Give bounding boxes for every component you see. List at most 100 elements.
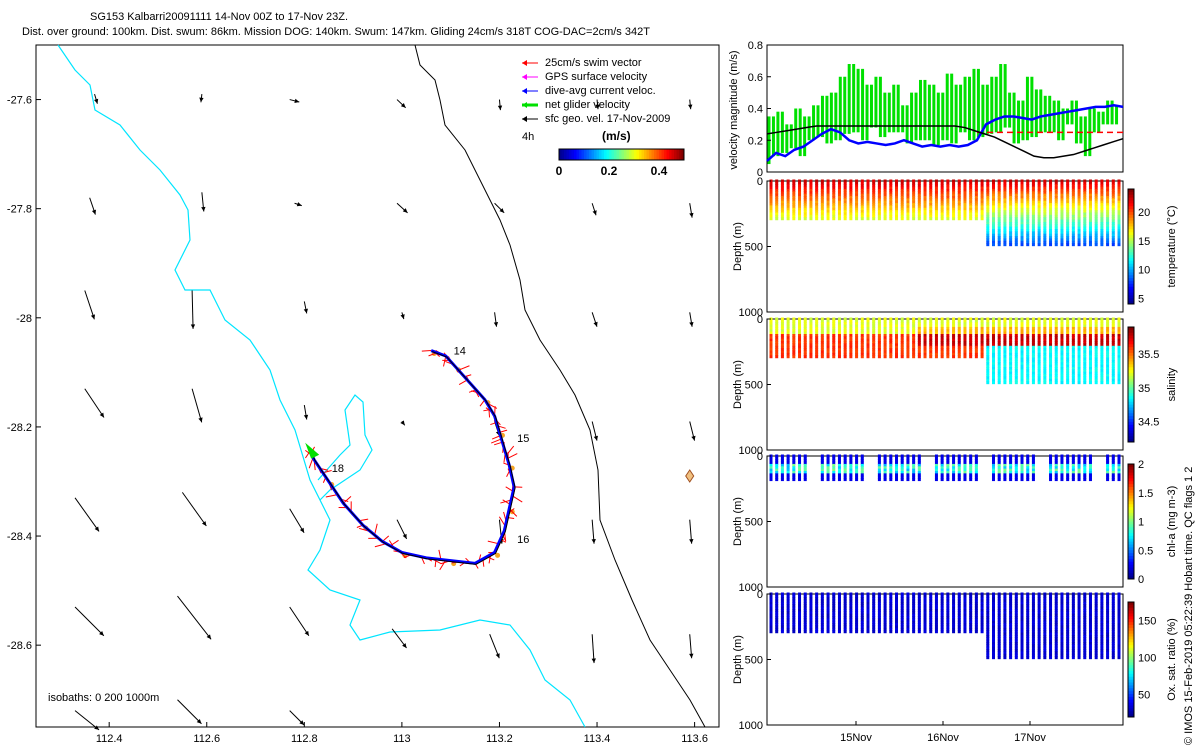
- depth-sample: [1020, 463, 1024, 467]
- depth-sample: [1077, 233, 1081, 237]
- depth-sample: [889, 592, 893, 596]
- depth-sample: [1106, 193, 1110, 197]
- depth-sample: [855, 601, 859, 605]
- depth-sample: [900, 468, 904, 472]
- depth-sample: [866, 338, 870, 342]
- depth-sample: [1043, 198, 1047, 202]
- depth-sample: [1060, 456, 1064, 460]
- depth-sample: [980, 355, 984, 359]
- depth-sample: [1077, 471, 1081, 475]
- depth-sample: [769, 599, 773, 603]
- depth-sample: [1031, 616, 1035, 620]
- geo-vector-head: [91, 209, 97, 215]
- depth-sample: [940, 478, 944, 482]
- depth-sample: [1077, 461, 1081, 465]
- depth-sample: [1066, 646, 1070, 650]
- depth-sample: [855, 324, 859, 328]
- depth-sample: [1094, 179, 1098, 183]
- depth-sample: [912, 184, 916, 188]
- depth-sample: [826, 203, 830, 207]
- depth-sample: [1003, 341, 1007, 345]
- depth-sample: [860, 196, 864, 200]
- x-tick-label: 113.4: [584, 733, 611, 745]
- depth-sample: [1111, 336, 1115, 340]
- depth-sample: [900, 205, 904, 209]
- depth-sample: [1026, 357, 1030, 361]
- depth-sample: [1043, 188, 1047, 192]
- depth-sample: [780, 606, 784, 610]
- depth-sample: [923, 592, 927, 596]
- depth-sample: [1009, 601, 1013, 605]
- colorbar-cell: [639, 149, 642, 160]
- depth-sample: [809, 348, 813, 352]
- depth-sample: [1088, 184, 1092, 188]
- depth-sample: [952, 627, 956, 631]
- depth-sample: [809, 627, 813, 631]
- depth-sample: [780, 454, 784, 458]
- depth-sample: [929, 620, 933, 624]
- depth-sample: [1083, 378, 1087, 382]
- depth-sample: [860, 606, 864, 610]
- depth-sample: [809, 611, 813, 615]
- depth-sample: [1088, 221, 1092, 225]
- depth-sample: [974, 461, 978, 465]
- depth-sample: [980, 191, 984, 195]
- depth-sample: [986, 341, 990, 345]
- depth-sample: [1020, 592, 1024, 596]
- depth-colorbar-cell: [1128, 283, 1134, 288]
- depth-sample: [1100, 214, 1104, 218]
- depth-sample: [974, 352, 978, 356]
- depth-colorbar-cell: [1128, 352, 1134, 357]
- geo-vector-head: [591, 539, 596, 544]
- depth-sample: [820, 319, 824, 323]
- depth-sample: [946, 191, 950, 195]
- depth-sample: [769, 341, 773, 345]
- depth-sample: [883, 329, 887, 333]
- depth-sample: [1100, 329, 1104, 333]
- depth-sample: [1088, 231, 1092, 235]
- depth-sample: [1003, 367, 1007, 371]
- depth-sample: [957, 200, 961, 204]
- depth-sample: [1117, 191, 1121, 195]
- depth-sample: [1014, 334, 1018, 338]
- depth-sample: [832, 196, 836, 200]
- depth-sample: [1031, 238, 1035, 242]
- depth-sample: [820, 203, 824, 207]
- depth-sample: [866, 217, 870, 221]
- depth-sample: [866, 601, 870, 605]
- depth-colorbar-cell: [1128, 492, 1134, 497]
- depth-sample: [872, 343, 876, 347]
- depth-sample: [1060, 653, 1064, 657]
- depth-sample: [1003, 376, 1007, 380]
- depth-sample: [798, 207, 802, 211]
- depth-sample: [832, 609, 836, 613]
- depth-colorbar-cell: [1128, 229, 1134, 233]
- depth-sample: [1031, 649, 1035, 653]
- depth-sample: [991, 478, 995, 482]
- depth-sample: [1077, 609, 1081, 613]
- depth-sample: [883, 336, 887, 340]
- depth-sample: [786, 317, 790, 321]
- depth-sample: [883, 326, 887, 330]
- depth-sample: [923, 613, 927, 617]
- depth-sample: [1094, 374, 1098, 378]
- depth-sample: [1026, 233, 1030, 237]
- depth-sample: [923, 326, 927, 330]
- depth-sample: [1003, 475, 1007, 479]
- depth-sample: [1066, 226, 1070, 230]
- depth-sample: [1117, 369, 1121, 373]
- depth-sample: [1106, 367, 1110, 371]
- depth-sample: [969, 319, 973, 323]
- depth-sample: [1003, 233, 1007, 237]
- colorbar-cell: [634, 149, 637, 160]
- depth-sample: [1071, 367, 1075, 371]
- depth-sample: [1088, 468, 1092, 472]
- depth-sample: [1117, 324, 1121, 328]
- depth-sample: [780, 630, 784, 634]
- depth-sample: [946, 463, 950, 467]
- depth-sample: [1100, 219, 1104, 223]
- depth-sample: [889, 203, 893, 207]
- depth-sample: [889, 212, 893, 216]
- depth-sample: [786, 191, 790, 195]
- depth-sample: [820, 188, 824, 192]
